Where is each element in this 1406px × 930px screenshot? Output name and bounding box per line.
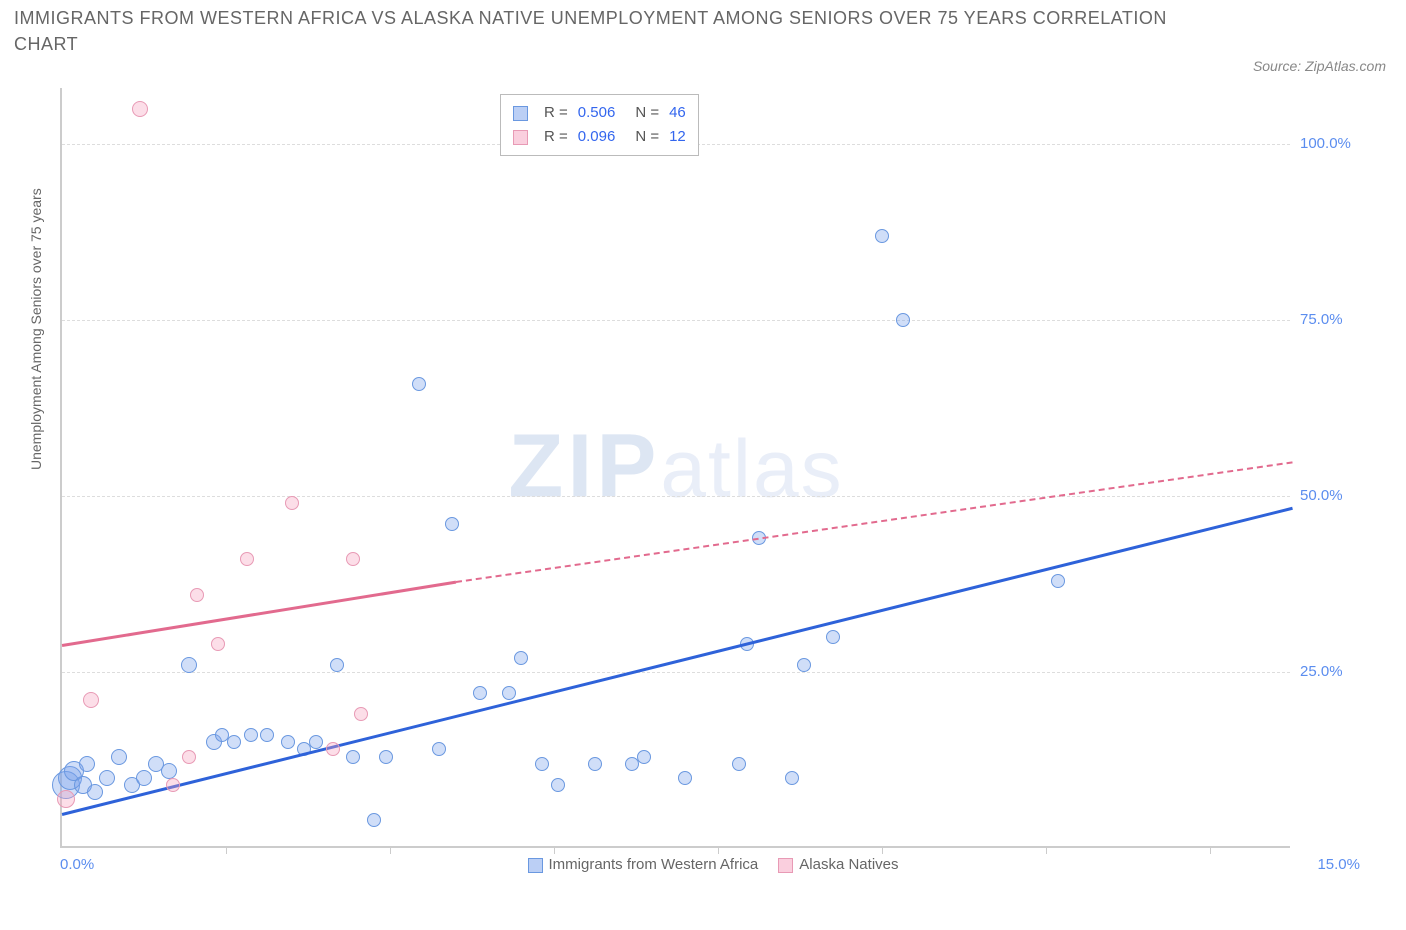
- y-tick-label: 25.0%: [1300, 663, 1370, 680]
- data-point: [182, 750, 196, 764]
- x-tick: [882, 846, 883, 854]
- r-label: R =: [544, 125, 568, 149]
- x-tick: [1046, 846, 1047, 854]
- n-value: 46: [669, 101, 686, 125]
- data-point: [79, 756, 95, 772]
- correlation-stats-box: R = 0.506 N = 46 R = 0.096 N = 12: [500, 94, 699, 156]
- data-point: [132, 101, 148, 117]
- x-tick: [718, 846, 719, 854]
- data-point: [111, 749, 127, 765]
- data-point: [785, 771, 799, 785]
- x-tick: [226, 846, 227, 854]
- legend-label: Immigrants from Western Africa: [549, 856, 759, 873]
- legend-swatch: [778, 858, 793, 873]
- x-tick: [554, 846, 555, 854]
- data-point: [637, 750, 651, 764]
- y-tick-label: 100.0%: [1300, 135, 1370, 152]
- n-label: N =: [635, 125, 659, 149]
- data-point: [445, 517, 459, 531]
- data-point: [588, 757, 602, 771]
- data-point: [346, 552, 360, 566]
- data-point: [326, 742, 340, 756]
- trend-line-dashed: [455, 461, 1292, 583]
- gridline: [62, 320, 1290, 321]
- data-point: [99, 770, 115, 786]
- data-point: [354, 707, 368, 721]
- y-tick-label: 50.0%: [1300, 487, 1370, 504]
- data-point: [240, 552, 254, 566]
- data-point: [166, 778, 180, 792]
- data-point: [1051, 574, 1065, 588]
- data-point: [57, 790, 75, 808]
- y-tick-label: 75.0%: [1300, 311, 1370, 328]
- data-point: [535, 757, 549, 771]
- x-tick: [1210, 846, 1211, 854]
- data-point: [161, 763, 177, 779]
- data-point: [190, 588, 204, 602]
- data-point: [732, 757, 746, 771]
- data-point: [473, 686, 487, 700]
- data-point: [87, 784, 103, 800]
- n-value: 12: [669, 125, 686, 149]
- gridline: [62, 496, 1290, 497]
- x-axis-legend: Immigrants from Western Africa Alaska Nat…: [0, 856, 1406, 873]
- trend-line: [62, 581, 456, 647]
- data-point: [227, 735, 241, 749]
- source-attribution: Source: ZipAtlas.com: [1253, 58, 1386, 74]
- stats-row: R = 0.096 N = 12: [513, 125, 686, 149]
- data-point: [379, 750, 393, 764]
- data-point: [346, 750, 360, 764]
- data-point: [896, 313, 910, 327]
- data-point: [285, 496, 299, 510]
- chart-title-line1: IMMIGRANTS FROM WESTERN AFRICA VS ALASKA…: [14, 8, 1167, 29]
- scatter-plot: ZIPatlas 25.0%50.0%75.0%100.0%: [60, 88, 1290, 848]
- data-point: [330, 658, 344, 672]
- data-point: [797, 658, 811, 672]
- data-point: [244, 728, 258, 742]
- data-point: [551, 778, 565, 792]
- data-point: [432, 742, 446, 756]
- data-point: [211, 637, 225, 651]
- legend-swatch: [528, 858, 543, 873]
- data-point: [678, 771, 692, 785]
- n-label: N =: [635, 101, 659, 125]
- chart-title-line2: CHART: [14, 34, 78, 55]
- data-point: [514, 651, 528, 665]
- data-point: [826, 630, 840, 644]
- y-axis-label: Unemployment Among Seniors over 75 years: [28, 188, 44, 470]
- series-swatch: [513, 130, 528, 145]
- data-point: [83, 692, 99, 708]
- data-point: [502, 686, 516, 700]
- data-point: [136, 770, 152, 786]
- r-value: 0.506: [578, 101, 616, 125]
- data-point: [412, 377, 426, 391]
- gridline: [62, 672, 1290, 673]
- data-point: [367, 813, 381, 827]
- data-point: [260, 728, 274, 742]
- data-point: [281, 735, 295, 749]
- data-point: [875, 229, 889, 243]
- legend-label: Alaska Natives: [799, 856, 898, 873]
- data-point: [181, 657, 197, 673]
- series-swatch: [513, 106, 528, 121]
- r-value: 0.096: [578, 125, 616, 149]
- watermark: ZIPatlas: [508, 416, 843, 519]
- x-tick: [390, 846, 391, 854]
- r-label: R =: [544, 101, 568, 125]
- stats-row: R = 0.506 N = 46: [513, 101, 686, 125]
